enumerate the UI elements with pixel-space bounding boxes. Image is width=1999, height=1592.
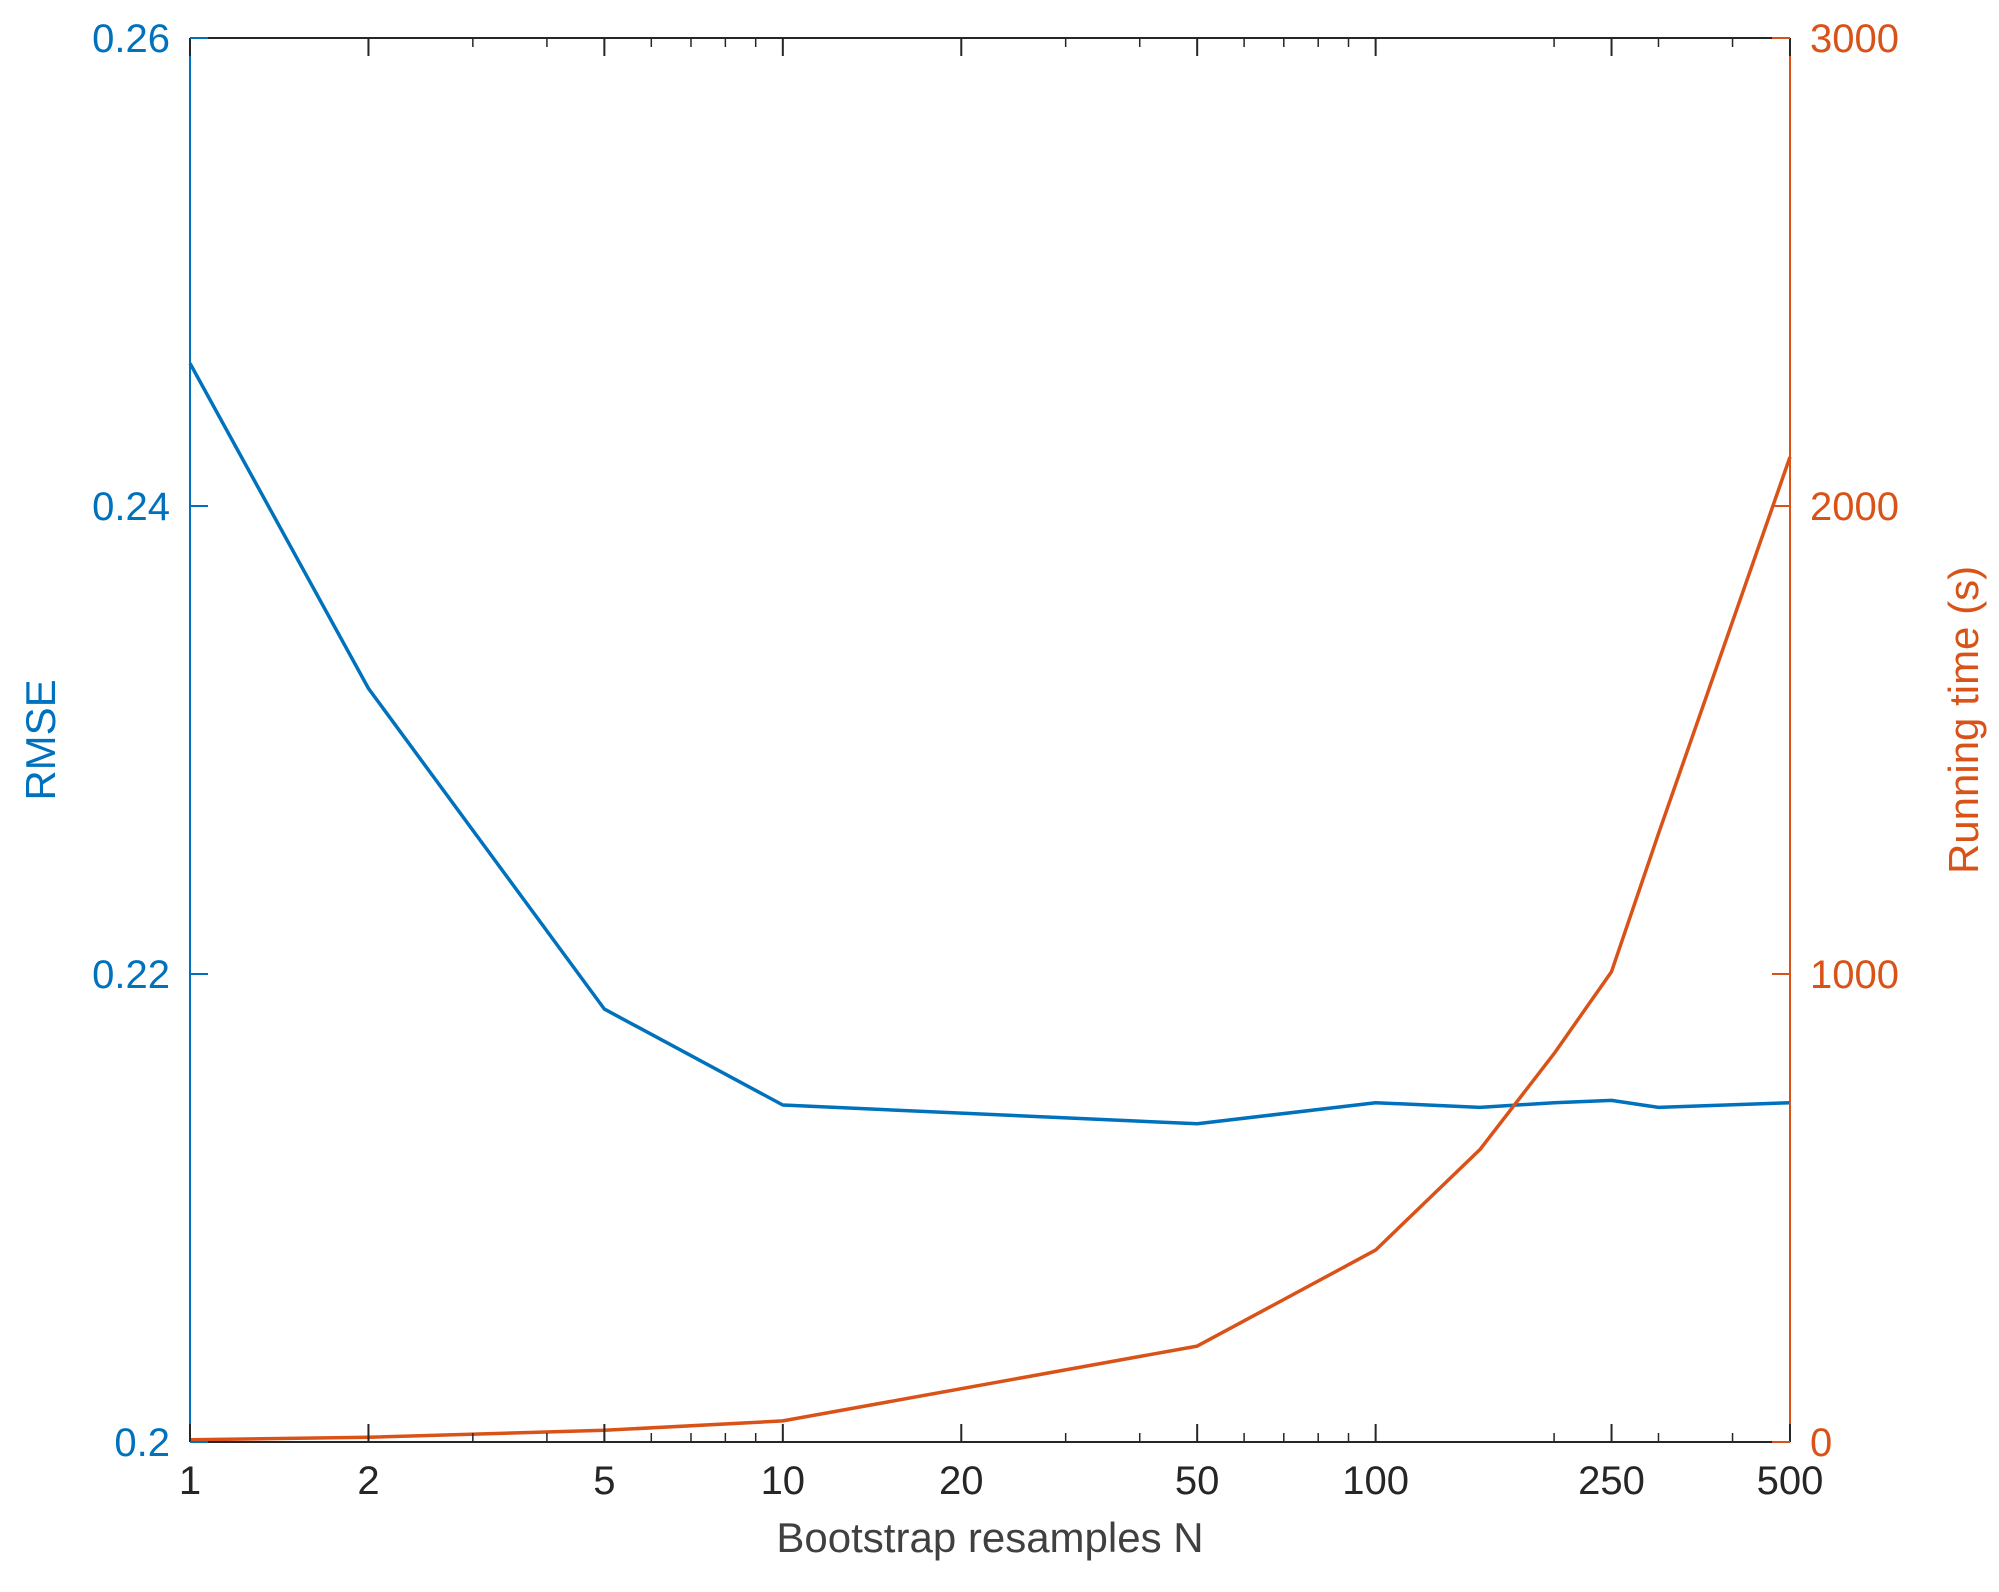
y-right-tick-label: 0 bbox=[1810, 1421, 1832, 1465]
x-tick-label: 500 bbox=[1757, 1459, 1824, 1503]
y-left-tick-label: 0.24 bbox=[92, 485, 170, 529]
x-tick-label: 20 bbox=[939, 1459, 984, 1503]
y-axis-right-title: Running time (s) bbox=[1940, 566, 1987, 874]
x-axis-title: Bootstrap resamples N bbox=[776, 1514, 1203, 1561]
plot-area bbox=[188, 362, 1792, 1442]
x-tick-label: 1 bbox=[179, 1459, 201, 1503]
y-right-tick-label: 3000 bbox=[1810, 17, 1899, 61]
y-left-tick-label: 0.26 bbox=[92, 17, 170, 61]
x-tick-label: 50 bbox=[1175, 1459, 1220, 1503]
x-tick-label: 250 bbox=[1578, 1459, 1645, 1503]
x-tick-label: 100 bbox=[1342, 1459, 1409, 1503]
running-time-line bbox=[189, 456, 1792, 1442]
x-tick-label: 2 bbox=[357, 1459, 379, 1503]
y-right-tick-label: 1000 bbox=[1810, 953, 1899, 997]
y-axis-left-title: RMSE bbox=[17, 679, 64, 800]
axes: 1 2 5 10 20 50 100 250 500 0.2 0.22 0.24 0.26 0 1000 20… bbox=[92, 17, 1899, 1503]
x-tick-label: 5 bbox=[593, 1459, 615, 1503]
y-left-tick-label: 0.22 bbox=[92, 953, 170, 997]
y-left-tick-label: 0.2 bbox=[114, 1421, 170, 1465]
y-right-tick-label: 2000 bbox=[1810, 485, 1899, 529]
rmse-line bbox=[188, 362, 1791, 1126]
x-tick-label: 10 bbox=[761, 1459, 806, 1503]
